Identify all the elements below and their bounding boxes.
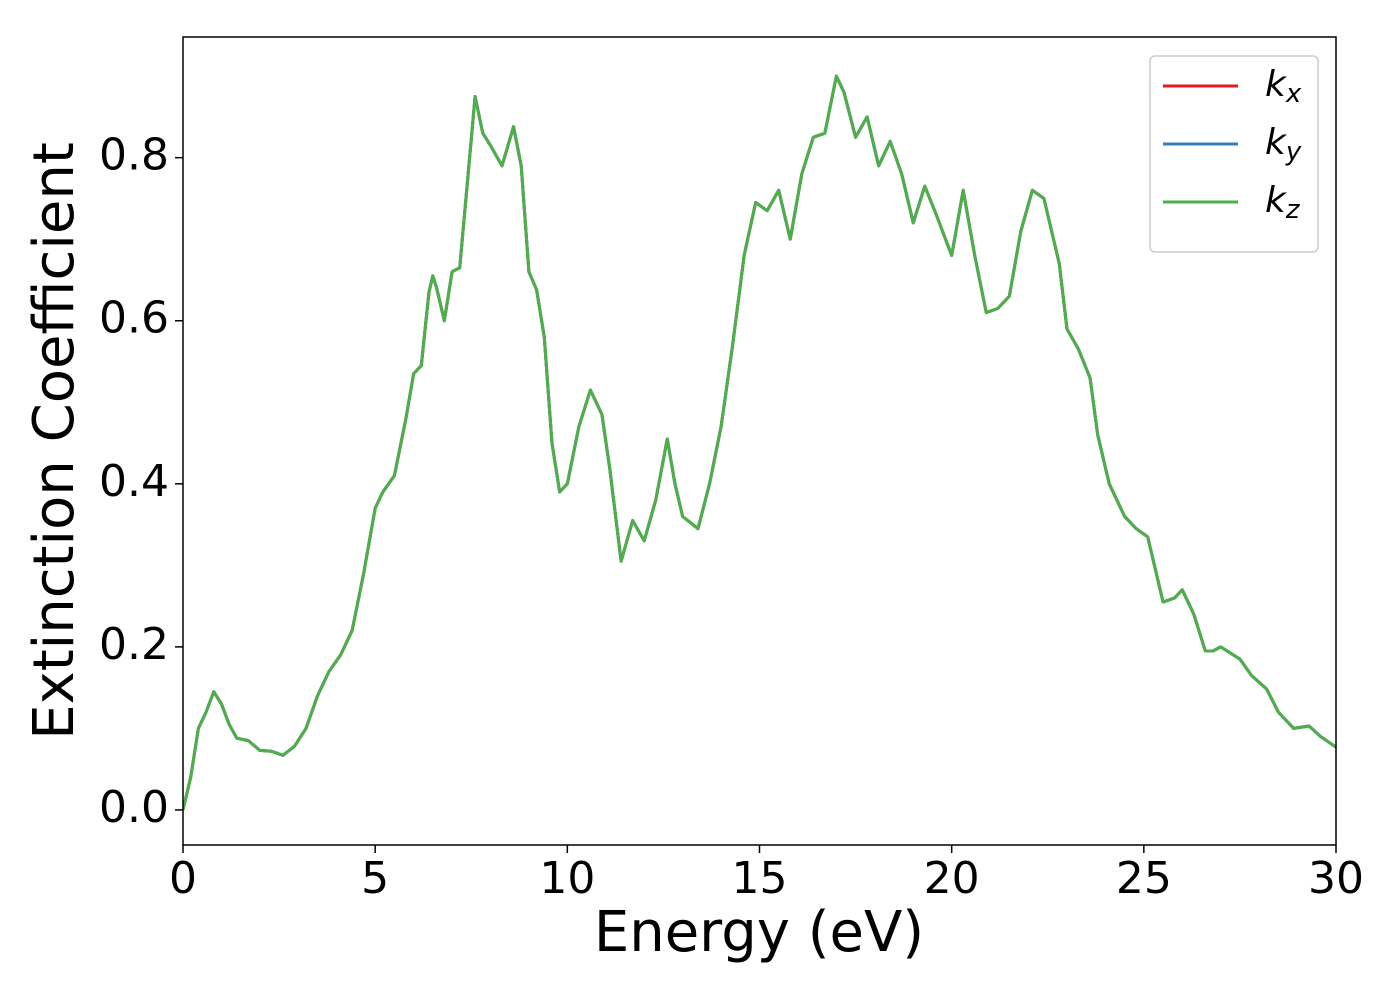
plot-frame [182, 36, 1337, 846]
x-tick-label: 15 [732, 853, 788, 904]
y-tick-label: 0.2 [99, 619, 169, 670]
data-line [183, 74, 1336, 811]
x-tick-label: 30 [1308, 853, 1364, 904]
legend-label: kz [1265, 180, 1301, 225]
x-tick-label: 20 [924, 853, 980, 904]
y-tick-label: 0.8 [99, 130, 169, 181]
y-tick-label: 0.4 [99, 456, 169, 507]
x-tick-label: 10 [539, 853, 595, 904]
x-axis-label: Energy (eV) [594, 900, 924, 965]
x-tick-label: 25 [1116, 853, 1172, 904]
legend-label: kx [1265, 64, 1302, 109]
y-axis-label: Extinction Coefficient [22, 142, 87, 740]
legend-label: ky [1265, 122, 1302, 167]
x-tick-label: 5 [361, 853, 389, 904]
y-tick-label: 0.0 [99, 782, 169, 833]
y-tick-label: 0.6 [99, 293, 169, 344]
x-tick-label: 0 [169, 853, 197, 904]
